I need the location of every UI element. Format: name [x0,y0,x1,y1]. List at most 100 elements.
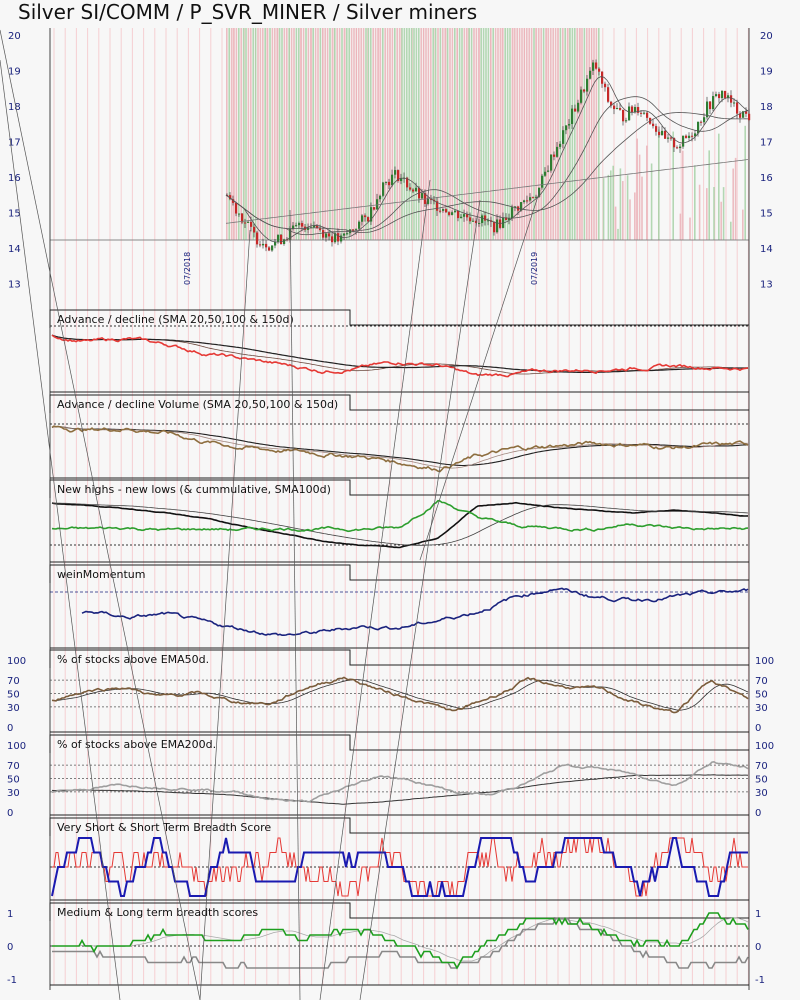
ema50-tick-left: 70 [7,676,20,687]
regime-bar [254,28,257,240]
candle-body [676,147,679,149]
candle-body [568,123,571,126]
regime-bar [278,28,281,240]
regime-bar [566,28,569,240]
regime-bar [722,187,725,240]
price-tick-left: 15 [8,209,21,220]
regime-bar [530,28,533,240]
candle-body [574,108,577,112]
ad-sma [51,334,749,375]
medium-term-score [52,912,749,970]
candle-body [592,62,595,71]
candle-body [739,113,742,118]
vertical-gridlines [53,28,749,985]
ema50-tick-left: 100 [7,656,26,667]
candle-body [715,94,718,97]
regime-bar [266,28,269,240]
medium-average [52,917,749,962]
ema200-tick-left: 50 [7,775,20,786]
candle-body [244,222,247,224]
candle-body [622,109,625,122]
regime-bar [242,28,245,240]
candle-body [730,95,733,103]
candle-body [604,83,607,88]
regime-bar [293,28,295,240]
regime-bar [235,28,238,240]
adv-line [51,425,749,473]
candle-body [241,213,244,223]
regime-bar [259,28,262,240]
regime-bar [262,28,264,240]
candle-body [340,235,343,242]
candle-body [271,245,274,251]
candle-body [235,202,238,214]
candle-body [391,174,394,186]
regime-bar [307,28,310,240]
ema200-tick-right: 100 [755,741,774,752]
regime-bar [554,28,557,240]
regime-bar [487,28,490,240]
regime-bar [334,28,336,240]
regime-bar [252,28,254,240]
regime-bar [238,28,240,240]
regime-bar [228,28,230,240]
regime-bar [295,28,298,240]
candle-body [745,111,748,114]
regime-bar [504,28,506,240]
candle-body [547,170,550,172]
candle-body [643,112,646,114]
regime-bar [533,28,535,240]
regime-bar [233,28,235,240]
candle-body [400,177,403,182]
regime-bar [598,28,600,240]
regime-bar [281,28,283,240]
trendlines [0,29,541,1000]
regime-bar [473,28,475,240]
price-candles [226,59,751,252]
candle-body [427,198,430,204]
regime-bar [614,206,617,240]
regime-bar [593,28,595,240]
regime-bar [413,28,415,240]
candle-body [229,195,232,200]
regime-bar [698,184,701,240]
candle-body [694,133,697,137]
regime-bar [286,28,288,240]
candle-body [511,207,514,219]
candle-body [463,214,466,217]
panel-title: New highs - new lows (& cummulative, SMA… [57,483,331,496]
panel-frame [49,564,749,583]
price-moving-average [225,112,749,233]
trendline [0,29,201,1000]
candle-body [448,212,451,215]
candle-body [658,131,661,136]
ad-sma-long [51,334,748,373]
regime-bar [247,28,250,240]
panel-frame [49,817,749,836]
panel-title: Medium & Long term breadth scores [57,906,258,919]
candle-body [259,244,262,246]
candle-body [346,233,349,235]
regime-bar [458,28,461,240]
regime-bar [322,28,324,240]
candle-body [724,90,727,98]
regime-bar [480,28,482,240]
regime-bar [636,138,638,240]
regime-bar [341,28,343,240]
candle-body [343,233,346,236]
candle-body [532,197,535,199]
regime-bar [490,28,492,240]
regime-bar [468,28,470,240]
ad-line [51,334,749,378]
ema50-tick-right: 50 [755,690,768,701]
regime-bar [646,145,648,240]
candle-body [523,200,526,203]
candle-body [553,154,556,157]
candle-body [364,215,367,218]
regime-bar [355,28,358,240]
candle-body [445,209,448,213]
candle-body [457,210,460,219]
candle-body [703,117,706,123]
candle-body [613,105,616,110]
regime-bar [622,181,624,240]
